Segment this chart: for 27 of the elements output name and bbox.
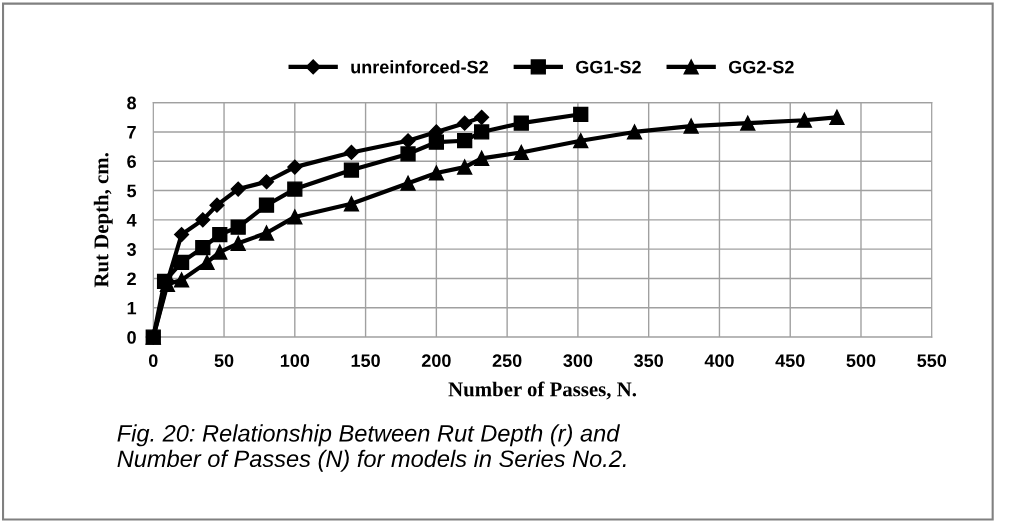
x-tick-label: 0	[148, 354, 158, 368]
x-tick-label: 150	[351, 354, 380, 368]
y-tick-label: 0	[127, 331, 136, 344]
x-tick-label: 500	[846, 354, 876, 368]
y-tick-label: 1	[127, 301, 137, 315]
x-tick-label: 450	[775, 354, 805, 368]
caption: Fig. 20: Relationship Between Rut Depth (r) and Number of Passes (N) for models in Series No.2.	[117, 424, 626, 472]
legend-label: unreinforced-S2	[351, 60, 488, 74]
y-tick-label: 3	[126, 243, 136, 256]
x-tick-label: 350	[634, 354, 663, 368]
y-tick-label: 6	[127, 155, 136, 168]
y-tick-label: 8	[127, 96, 137, 110]
legend-label: GG1-S2	[576, 60, 641, 74]
x-tick-label: 200	[421, 354, 451, 368]
x-axis-title: Number of Passes, N.	[448, 381, 637, 400]
y-tick-label: 7	[127, 126, 136, 139]
y-axis-title: Rut Depth, cm.	[93, 153, 113, 288]
x-tick-label: 250	[492, 354, 522, 368]
x-tick-label: 550	[917, 354, 947, 368]
y-tick-label: 4	[126, 213, 137, 227]
x-tick-label: 400	[704, 354, 734, 368]
x-tick-label: 300	[563, 354, 593, 368]
x-tick-label: 100	[280, 354, 310, 368]
x-tick-label: 50	[214, 354, 234, 368]
y-tick-label: 2	[127, 272, 136, 286]
y-tick-label: 5	[127, 184, 137, 198]
legend-label: GG2-S2	[728, 60, 794, 74]
